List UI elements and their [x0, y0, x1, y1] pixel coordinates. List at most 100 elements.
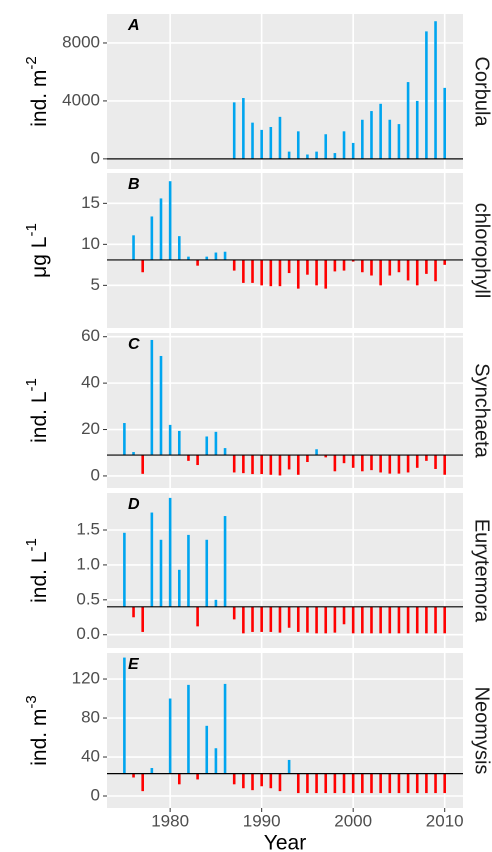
- bar: [425, 31, 428, 159]
- y-axis-label-text: ind. m: [28, 709, 51, 766]
- bar: [397, 259, 401, 273]
- bar: [315, 151, 318, 159]
- bar: [296, 606, 300, 632]
- y-axis-label-sup: -2: [23, 56, 40, 69]
- bar: [278, 259, 282, 287]
- bar: [379, 455, 382, 473]
- y-tick-label: 15: [81, 193, 100, 212]
- bar: [361, 455, 364, 472]
- strip-background: [463, 14, 492, 169]
- y-tick-label: 0: [91, 785, 100, 804]
- bar: [315, 259, 318, 286]
- panel-label: B: [128, 176, 140, 193]
- bar: [306, 259, 309, 275]
- bar: [342, 773, 346, 794]
- bar: [397, 773, 401, 794]
- bar: [260, 606, 263, 632]
- bar: [150, 768, 154, 774]
- bar: [425, 259, 428, 274]
- y-tick-label: 1.5: [76, 519, 100, 538]
- bar: [315, 449, 318, 456]
- y-tick-label: 40: [81, 747, 100, 766]
- y-axis-label-text: ind. L: [28, 391, 51, 442]
- bar: [361, 119, 364, 159]
- bar: [306, 606, 309, 633]
- bar: [260, 455, 263, 475]
- bar: [223, 251, 227, 260]
- bar: [287, 455, 291, 470]
- bar: [397, 124, 401, 159]
- bar: [397, 606, 401, 634]
- bar: [223, 516, 227, 607]
- bar: [168, 497, 172, 607]
- bar: [232, 259, 236, 271]
- strip-label: Neomysis: [471, 687, 492, 775]
- bar: [388, 773, 392, 794]
- panel-background: [107, 493, 463, 648]
- bar: [370, 111, 373, 159]
- bar: [287, 759, 291, 774]
- bar: [187, 256, 190, 260]
- y-tick-label: 0.5: [76, 589, 100, 608]
- bar: [434, 773, 437, 794]
- bar: [406, 259, 410, 281]
- bar: [415, 455, 419, 468]
- bar: [269, 259, 273, 287]
- bar: [177, 569, 181, 607]
- bar: [205, 436, 209, 456]
- bar: [296, 131, 300, 159]
- bar: [406, 606, 410, 634]
- bar: [242, 773, 245, 789]
- bar: [123, 657, 126, 774]
- bar: [223, 683, 227, 774]
- bar: [287, 151, 291, 159]
- bar: [415, 773, 419, 794]
- strip-label: Corbula: [471, 56, 492, 127]
- bar: [434, 606, 437, 634]
- bar: [123, 532, 126, 607]
- bar: [214, 431, 218, 456]
- bar: [251, 122, 254, 159]
- x-axis-label: Year: [264, 832, 306, 852]
- bar: [333, 455, 337, 472]
- strip-background: [463, 493, 492, 648]
- bar: [278, 116, 282, 159]
- bar: [232, 606, 236, 620]
- y-tick-label: 1.0: [76, 554, 100, 573]
- bar: [361, 259, 364, 273]
- bar: [379, 606, 382, 634]
- bar: [159, 539, 163, 607]
- bar: [388, 119, 392, 159]
- bar: [379, 103, 382, 159]
- bar: [370, 455, 373, 471]
- bar: [324, 606, 328, 634]
- bar: [443, 87, 446, 159]
- bar: [296, 773, 300, 794]
- y-axis-label-sup: -3: [23, 695, 40, 708]
- panel-label: C: [128, 336, 140, 353]
- bar: [443, 606, 446, 634]
- strip-background: [463, 653, 492, 808]
- bar: [177, 773, 181, 785]
- bar: [361, 606, 364, 634]
- bar: [141, 259, 144, 273]
- bar: [177, 430, 181, 456]
- y-axis-label-sup: -1: [23, 538, 40, 551]
- bar: [205, 725, 209, 774]
- bar: [196, 606, 199, 627]
- strip-label: chlorophyll: [471, 203, 492, 299]
- bar: [168, 698, 172, 774]
- bar: [443, 259, 446, 265]
- y-tick-label: 4000: [62, 90, 100, 109]
- panel-label: A: [127, 17, 140, 34]
- bar: [351, 259, 355, 262]
- panel-label: E: [128, 656, 140, 673]
- y-tick-label: 8000: [62, 32, 100, 51]
- bar: [251, 455, 254, 475]
- bar: [415, 606, 419, 634]
- bar: [242, 606, 245, 634]
- bar: [443, 773, 446, 794]
- y-axis-label-sup: -1: [23, 223, 40, 236]
- bar: [351, 773, 355, 794]
